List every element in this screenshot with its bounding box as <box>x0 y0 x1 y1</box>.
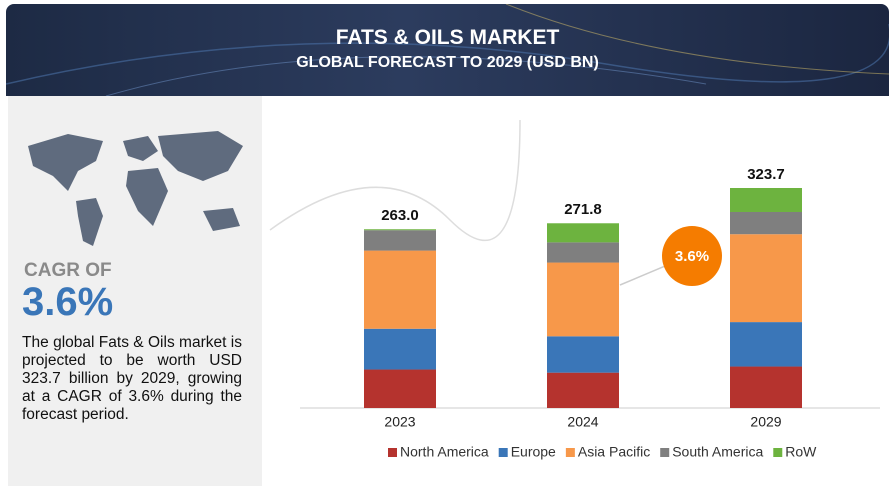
bar-segment <box>364 328 436 370</box>
bar-segment <box>364 369 436 408</box>
bar-segment <box>730 322 802 367</box>
bar-segment <box>730 211 802 235</box>
legend-swatch <box>660 448 670 457</box>
header: FATS & OILS MARKET GLOBAL FORECAST TO 20… <box>6 4 889 96</box>
total-label: 323.7 <box>747 166 785 183</box>
bar-segment <box>364 250 436 329</box>
bar-segment <box>547 223 619 243</box>
legend-label: South America <box>672 444 763 460</box>
bar-segment <box>364 230 436 251</box>
bar-segment <box>730 366 802 408</box>
cagr-value: 3.6% <box>22 280 114 324</box>
legend-label: Europe <box>511 444 556 460</box>
bar-segment <box>547 242 619 263</box>
summary-panel: CAGR OF 3.6% The global Fats & Oils mark… <box>8 96 262 486</box>
legend-swatch <box>773 448 783 457</box>
total-label: 271.8 <box>564 201 602 218</box>
x-tick-label: 2029 <box>750 414 781 430</box>
x-tick-label: 2023 <box>384 414 415 430</box>
cagr-badge-label: 3.6% <box>675 248 709 265</box>
bar-segment <box>730 188 802 212</box>
cagr-badge <box>662 226 722 286</box>
header-decor <box>6 4 889 96</box>
bar-segment <box>730 234 802 323</box>
bar-segment <box>547 336 619 373</box>
bar-segment <box>364 229 436 231</box>
bar-segment <box>547 262 619 337</box>
cagr-label: CAGR OF <box>24 260 112 281</box>
legend-label: RoW <box>785 444 817 460</box>
bar-segment <box>547 372 619 408</box>
legend-swatch <box>565 448 575 457</box>
title: FATS & OILS MARKET <box>335 26 560 49</box>
subtitle: GLOBAL FORECAST TO 2029 (USD BN) <box>296 54 599 71</box>
decor-line <box>269 119 521 242</box>
legend-label: Asia Pacific <box>578 444 650 460</box>
summary-text: The global Fats & Oils market is project… <box>22 334 242 423</box>
x-tick-label: 2024 <box>567 414 598 430</box>
legend-label: North America <box>400 444 489 460</box>
legend-swatch <box>498 448 508 457</box>
legend-swatch <box>388 448 397 457</box>
world-map <box>28 131 243 246</box>
total-label: 263.0 <box>381 207 419 224</box>
